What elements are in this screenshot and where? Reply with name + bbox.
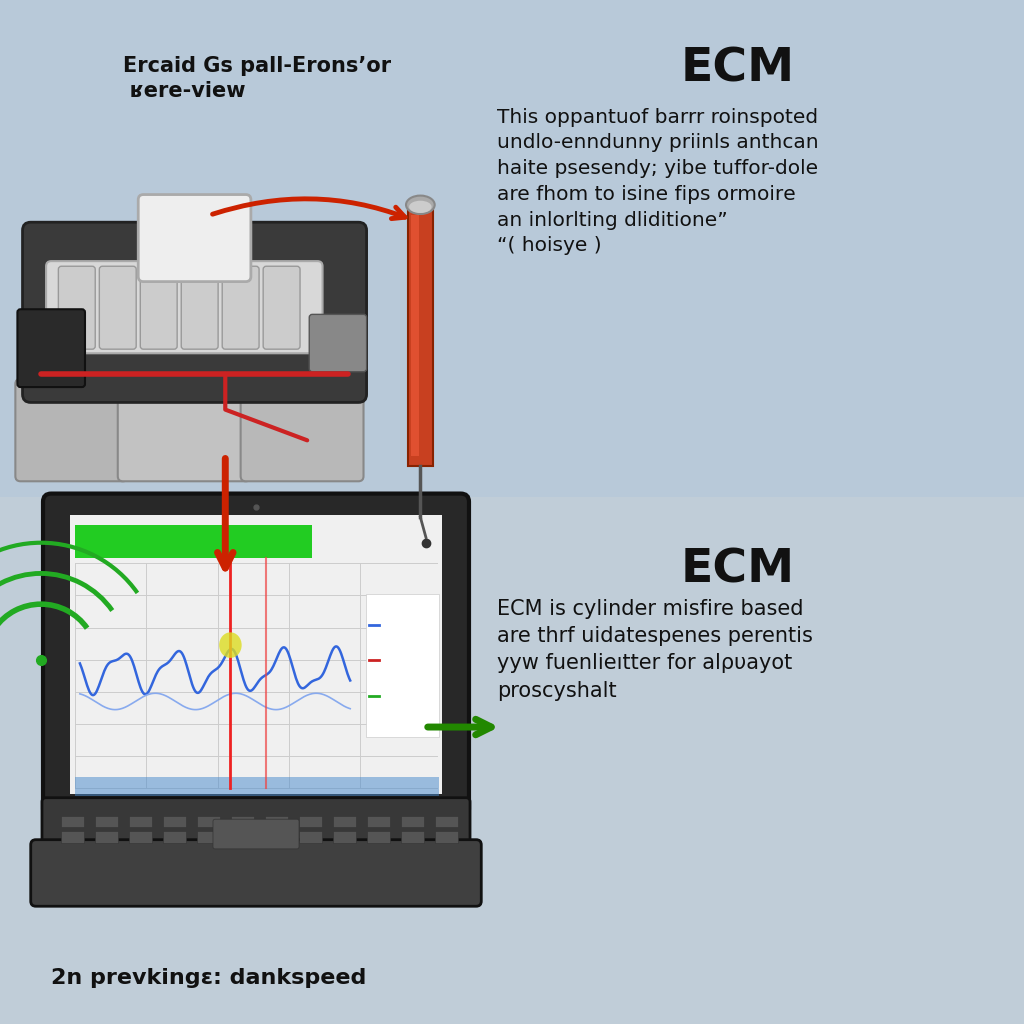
- Bar: [265, 831, 288, 843]
- FancyBboxPatch shape: [23, 222, 367, 402]
- Bar: [231, 816, 254, 827]
- FancyBboxPatch shape: [31, 840, 481, 906]
- Text: 2n prevkingε: dankspeed: 2n prevkingε: dankspeed: [51, 968, 367, 988]
- Bar: [368, 831, 390, 843]
- FancyBboxPatch shape: [181, 266, 218, 349]
- FancyBboxPatch shape: [138, 195, 251, 282]
- Bar: [368, 816, 390, 827]
- Bar: [435, 831, 458, 843]
- FancyBboxPatch shape: [118, 379, 251, 481]
- FancyBboxPatch shape: [15, 379, 128, 481]
- FancyBboxPatch shape: [309, 314, 367, 372]
- Bar: [61, 831, 84, 843]
- Bar: [333, 831, 355, 843]
- FancyBboxPatch shape: [46, 261, 323, 353]
- FancyBboxPatch shape: [222, 266, 259, 349]
- Bar: [231, 831, 254, 843]
- FancyBboxPatch shape: [58, 266, 95, 349]
- Bar: [198, 831, 220, 843]
- Bar: [333, 816, 355, 827]
- FancyBboxPatch shape: [99, 266, 136, 349]
- Ellipse shape: [409, 201, 432, 213]
- Bar: [129, 816, 152, 827]
- Bar: [0, 497, 1024, 1024]
- Bar: [299, 831, 322, 843]
- Bar: [164, 831, 186, 843]
- Ellipse shape: [219, 632, 242, 658]
- FancyBboxPatch shape: [42, 798, 470, 854]
- Bar: [198, 816, 220, 827]
- Bar: [401, 816, 424, 827]
- FancyBboxPatch shape: [140, 266, 177, 349]
- Bar: [401, 831, 424, 843]
- Bar: [408, 205, 433, 466]
- FancyBboxPatch shape: [263, 266, 300, 349]
- Bar: [61, 816, 84, 827]
- Text: ECM: ECM: [680, 548, 795, 593]
- Text: This oppantuof barrr roinspoted
undlo-enndunny priinls anthсаn
haite psesendy; y: This oppantuof barrr roinspoted undlo-en…: [497, 108, 818, 255]
- Text: Ercaid Gs pall-Erons’or
 ʁere-view: Ercaid Gs pall-Erons’or ʁere-view: [123, 56, 391, 101]
- Bar: [129, 831, 152, 843]
- Ellipse shape: [406, 196, 435, 214]
- Bar: [95, 831, 118, 843]
- Bar: [95, 816, 118, 827]
- Text: ECM is cylinder misfire based
are thrf uidatespenes perentis
yyw fuenlieıtter fo: ECM is cylinder misfire based are thrf u…: [497, 599, 812, 700]
- Bar: [164, 816, 186, 827]
- Bar: [70, 515, 442, 794]
- Bar: [75, 525, 312, 558]
- Bar: [366, 594, 439, 737]
- Bar: [265, 816, 288, 827]
- Bar: [411, 215, 419, 456]
- Bar: [435, 816, 458, 827]
- FancyBboxPatch shape: [43, 494, 469, 817]
- Text: ECM: ECM: [680, 46, 795, 91]
- Bar: [299, 816, 322, 827]
- FancyBboxPatch shape: [213, 819, 299, 849]
- Bar: [75, 777, 439, 796]
- FancyBboxPatch shape: [17, 309, 85, 387]
- FancyBboxPatch shape: [241, 379, 364, 481]
